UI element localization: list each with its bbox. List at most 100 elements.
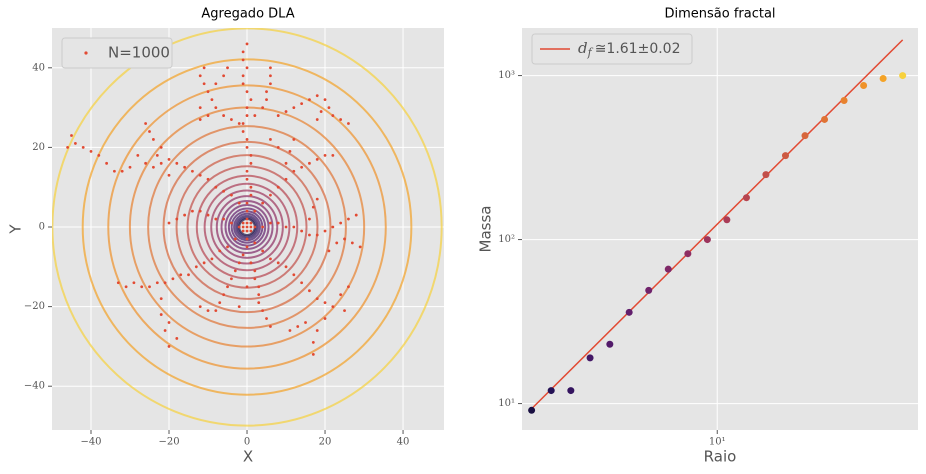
aggregate-particle <box>300 102 304 106</box>
radius-circle <box>215 195 279 259</box>
aggregate-particle <box>183 213 187 217</box>
aggregate-particle <box>202 82 206 86</box>
y-axis-label: Y <box>7 224 25 235</box>
aggregate-particle <box>230 193 233 197</box>
aggregate-particle <box>167 345 171 348</box>
data-point <box>723 216 731 224</box>
aggregate-particle <box>152 138 155 141</box>
aggregate-particle <box>167 221 171 225</box>
aggregate-particle <box>167 157 171 161</box>
aggregate-particle <box>319 110 323 113</box>
aggregate-particle <box>253 209 257 213</box>
aggregate-particle <box>261 309 265 312</box>
aggregate-particle <box>315 94 319 98</box>
aggregate-particle <box>265 98 268 102</box>
aggregate-particle <box>183 165 187 169</box>
aggregate-particle <box>206 309 210 312</box>
aggregate-particle <box>163 329 167 332</box>
aggregate-particle <box>335 241 339 245</box>
aggregate-particle <box>214 217 218 221</box>
data-point <box>899 72 907 80</box>
aggregate-particle <box>237 261 241 265</box>
aggregate-particle <box>276 146 280 149</box>
aggregate-particle <box>276 114 280 117</box>
aggregate-particle <box>284 225 288 229</box>
aggregate-particle <box>198 305 202 309</box>
radius-circle <box>236 216 258 238</box>
aggregate-particle <box>194 265 198 269</box>
aggregate-particle <box>269 138 272 141</box>
x-tick-label: 20 <box>319 437 332 448</box>
aggregate-particle <box>308 161 311 165</box>
y-tick-label: 0 <box>39 222 45 233</box>
radius-circle <box>107 84 387 370</box>
aggregate-particle <box>253 269 257 273</box>
legend-box <box>531 33 693 65</box>
aggregate-particle <box>331 305 335 309</box>
aggregate-particle <box>300 165 304 169</box>
y-tick-label: 10³ <box>498 70 515 81</box>
aggregate-particle <box>245 209 249 213</box>
aggregate-particle <box>198 106 202 110</box>
aggregate-particle <box>241 58 245 62</box>
aggregate-particle <box>265 317 268 320</box>
y-tick-label: 20 <box>32 142 45 153</box>
aggregate-particle <box>206 90 210 94</box>
data-point <box>567 387 575 395</box>
aggregate-particle <box>347 217 350 221</box>
radius-circle <box>220 199 274 255</box>
aggregate-particle <box>237 225 241 229</box>
aggregate-particle <box>269 66 272 70</box>
aggregate-particle <box>237 305 241 309</box>
radius-circle <box>210 189 284 265</box>
aggregate-particle <box>120 169 124 173</box>
radius-circle <box>81 58 413 396</box>
aggregate-particle <box>140 285 144 289</box>
data-point <box>625 308 633 316</box>
aggregate-particle <box>97 153 101 157</box>
aggregate-particle <box>116 281 120 285</box>
data-point <box>703 236 711 244</box>
aggregate-particle <box>74 142 77 145</box>
y-tick-label: 10² <box>498 234 515 245</box>
aggregate-particle <box>257 285 261 289</box>
aggregate-particle <box>257 293 261 297</box>
data-point <box>742 194 750 202</box>
y-tick-label: 40 <box>32 62 45 73</box>
aggregate-particle <box>245 229 249 233</box>
x-axis-label: Raio <box>704 448 737 466</box>
aggregate-particle <box>210 257 214 261</box>
aggregate-particle <box>163 281 167 285</box>
aggregate-particle <box>323 317 327 320</box>
aggregate-particle <box>261 225 265 229</box>
aggregate-particle <box>241 221 245 225</box>
aggregate-particle <box>245 146 249 149</box>
x-tick-label: 0 <box>244 437 250 448</box>
aggregate-particle <box>167 173 171 177</box>
aggregate-particle <box>202 261 206 265</box>
aggregate-particle <box>323 153 327 157</box>
aggregate-particle <box>292 138 296 141</box>
aggregate-particle <box>155 281 159 285</box>
aggregate-particle <box>276 221 280 225</box>
aggregate-particle <box>210 98 214 102</box>
legend-label: N=1000 <box>108 44 170 62</box>
data-point <box>840 96 848 104</box>
aggregate-particle <box>241 122 245 125</box>
aggregate-particle <box>331 225 335 229</box>
aggregate-particle <box>230 277 233 281</box>
aggregate-particle <box>148 285 151 289</box>
aggregate-particle <box>343 309 346 312</box>
legend-marker <box>84 51 88 55</box>
aggregate-particle <box>315 157 319 161</box>
aggregate-particle <box>175 337 179 340</box>
plot-clip <box>52 28 443 427</box>
aggregate-particle <box>339 221 343 225</box>
aggregate-particle <box>245 90 249 94</box>
aggregate-particle <box>241 229 245 233</box>
aggregate-particle <box>191 169 194 173</box>
aggregate-particle <box>237 201 241 205</box>
aggregate-particle <box>265 90 268 94</box>
aggregate-particle <box>304 321 307 324</box>
